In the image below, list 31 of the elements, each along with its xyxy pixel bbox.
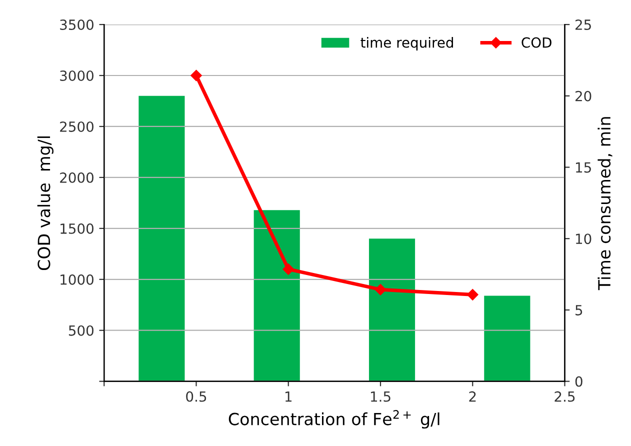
y2-tick-label: 25 (575, 20, 591, 30)
y2-tick-label: 15 (576, 162, 591, 173)
y-tick-label: 3000 (60, 70, 94, 81)
y2-axis-title: Time consumed, min (598, 117, 612, 290)
point (282, 264, 294, 275)
y-axis-title: COD value mg/l (37, 136, 54, 270)
y2-tick-label: 10 (576, 234, 592, 244)
y-tick-label: 3500 (60, 20, 94, 30)
legend-label: COD (522, 37, 552, 48)
bar (138, 96, 185, 382)
point (190, 70, 202, 82)
bar (254, 210, 300, 382)
y-tick-label: 1000 (60, 274, 94, 285)
bar (368, 238, 416, 382)
y2-tick-label: 0 (575, 376, 582, 387)
point (374, 284, 386, 296)
y-tick-label: 1500 (60, 223, 94, 234)
y2-tick-label: 5 (576, 305, 582, 316)
x-axis-title: Concentration of Fe$^{2+}$ g/l (228, 410, 440, 429)
y-tick-label: 500 (68, 325, 94, 336)
y-tick-label: 2000 (60, 172, 94, 183)
point (467, 289, 478, 300)
x-tick-label: 1.5 (370, 391, 390, 402)
bar (484, 296, 530, 382)
x-tick-label: 2 (469, 391, 476, 402)
x-tick-label: 1 (285, 391, 292, 402)
y-tick-label: 2500 (60, 121, 94, 132)
x-tick-label: 2.5 (554, 391, 575, 402)
y2-tick-label: 20 (575, 90, 592, 102)
x-tick-label: 0.5 (186, 391, 206, 402)
legend-label: time required (360, 37, 453, 50)
